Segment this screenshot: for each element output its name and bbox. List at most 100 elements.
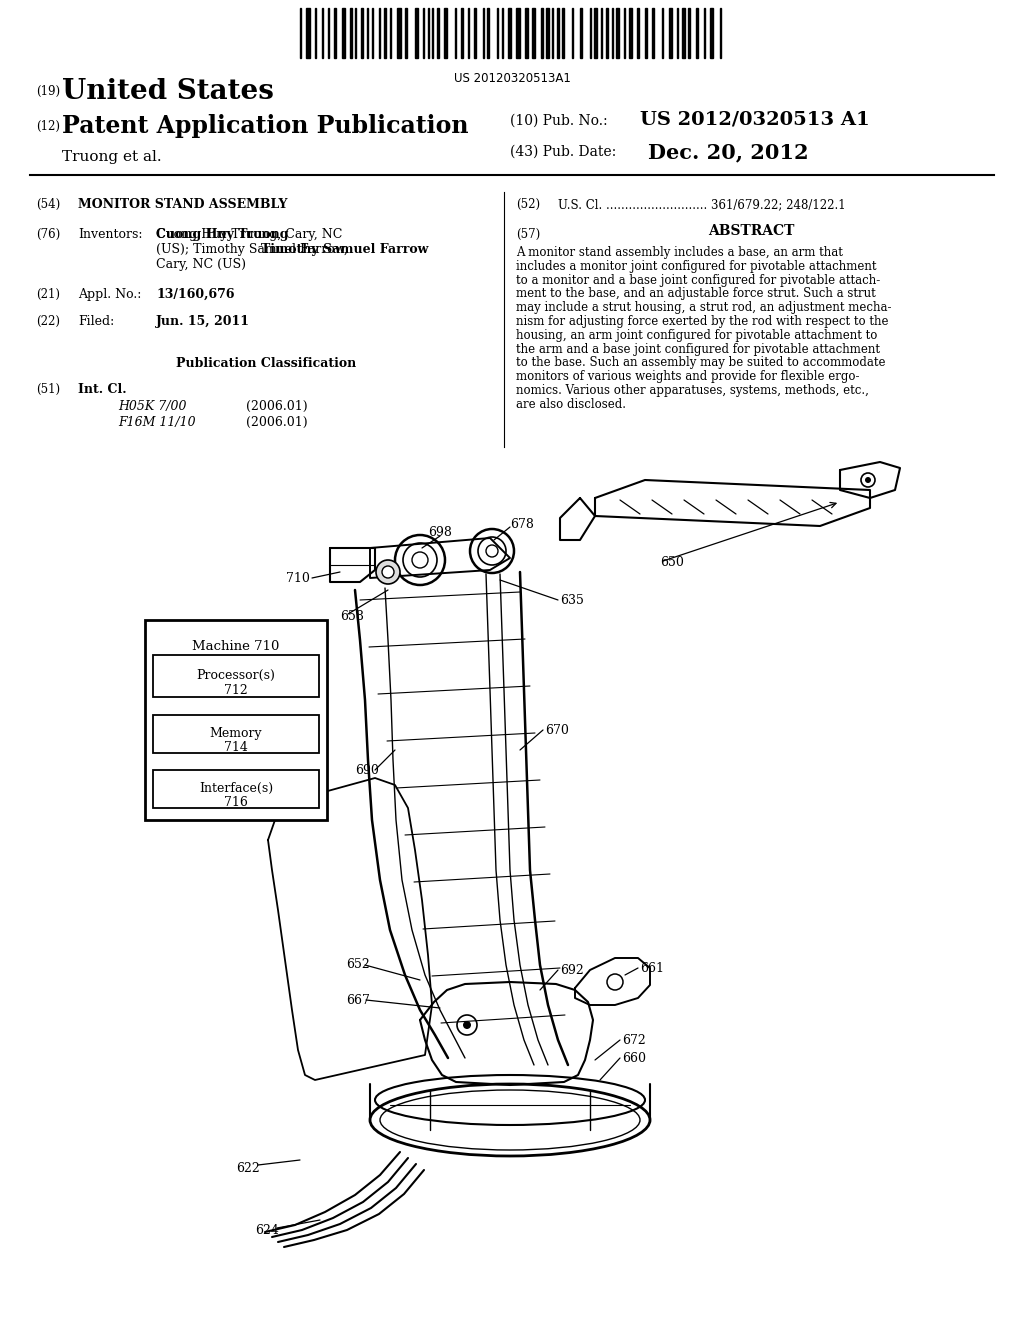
Text: 710: 710 [286, 572, 310, 585]
Circle shape [376, 560, 400, 583]
Text: 698: 698 [428, 527, 452, 540]
Bar [546, 8, 549, 58]
Text: nomics. Various other apparatuses, systems, methods, etc.,: nomics. Various other apparatuses, syste… [516, 384, 869, 397]
Text: 712: 712 [224, 684, 248, 697]
Bar [461, 8, 463, 58]
Bar [306, 8, 310, 58]
Text: US 2012/0320513 A1: US 2012/0320513 A1 [640, 110, 869, 128]
Text: Machine 710: Machine 710 [193, 640, 280, 653]
Circle shape [382, 566, 394, 578]
Text: (76): (76) [36, 228, 60, 242]
Bar [350, 8, 352, 58]
Text: (2006.01): (2006.01) [246, 400, 307, 413]
Bar [406, 8, 407, 58]
Text: Filed:: Filed: [78, 315, 115, 327]
Bar [616, 8, 618, 58]
Text: (10) Pub. No.:: (10) Pub. No.: [510, 114, 607, 128]
Bar [682, 8, 685, 58]
Text: 716: 716 [224, 796, 248, 809]
Bar [525, 8, 528, 58]
Bar [652, 8, 654, 58]
Bar [361, 8, 362, 58]
Text: (57): (57) [516, 228, 541, 242]
Text: may include a strut housing, a strut rod, an adjustment mecha-: may include a strut housing, a strut rod… [516, 301, 892, 314]
Text: 13/160,676: 13/160,676 [156, 288, 234, 301]
Bar [397, 8, 401, 58]
Text: (43) Pub. Date:: (43) Pub. Date: [510, 145, 616, 158]
FancyBboxPatch shape [153, 770, 319, 808]
Bar [487, 8, 489, 58]
Text: Processor(s): Processor(s) [197, 669, 275, 682]
Bar [384, 8, 386, 58]
Text: Timothy Samuel Farrow: Timothy Samuel Farrow [261, 243, 428, 256]
Text: to a monitor and a base joint configured for pivotable attach-: to a monitor and a base joint configured… [516, 273, 881, 286]
Bar [645, 8, 647, 58]
Bar [508, 8, 511, 58]
Text: 622: 622 [236, 1162, 260, 1175]
Text: are also disclosed.: are also disclosed. [516, 397, 626, 411]
Text: 692: 692 [560, 964, 584, 977]
Text: Truong et al.: Truong et al. [62, 150, 162, 164]
Text: Cuong Huy Truong: Cuong Huy Truong [156, 228, 289, 242]
Text: 635: 635 [560, 594, 584, 606]
Text: housing, an arm joint configured for pivotable attachment to: housing, an arm joint configured for piv… [516, 329, 878, 342]
Text: Appl. No.:: Appl. No.: [78, 288, 141, 301]
Text: United States: United States [62, 78, 273, 106]
Text: the arm and a base joint configured for pivotable attachment: the arm and a base joint configured for … [516, 343, 880, 355]
Text: 678: 678 [510, 517, 534, 531]
Text: to the base. Such an assembly may be suited to accommodate: to the base. Such an assembly may be sui… [516, 356, 886, 370]
Bar [415, 8, 418, 58]
Bar [580, 8, 582, 58]
Text: 652: 652 [346, 958, 370, 972]
Text: (51): (51) [36, 383, 60, 396]
Bar [696, 8, 698, 58]
Text: 670: 670 [545, 723, 569, 737]
Text: (52): (52) [516, 198, 540, 211]
Bar [637, 8, 639, 58]
Text: (22): (22) [36, 315, 60, 327]
Bar [629, 8, 632, 58]
Text: (54): (54) [36, 198, 60, 211]
Text: ment to the base, and an adjustable force strut. Such a strut: ment to the base, and an adjustable forc… [516, 288, 876, 301]
Text: Inventors:: Inventors: [78, 228, 142, 242]
Text: Cary, NC (US): Cary, NC (US) [156, 257, 246, 271]
Text: Dec. 20, 2012: Dec. 20, 2012 [648, 143, 809, 162]
Text: 672: 672 [622, 1034, 646, 1047]
Bar [669, 8, 672, 58]
FancyBboxPatch shape [145, 620, 327, 820]
Bar [437, 8, 439, 58]
Bar [594, 8, 597, 58]
Text: F16M 11/10: F16M 11/10 [118, 416, 196, 429]
Text: (US); Timothy Samuel Farrow,: (US); Timothy Samuel Farrow, [156, 243, 348, 256]
Text: Publication Classification: Publication Classification [176, 356, 356, 370]
Text: Cuong Huy Truong, Cary, NC: Cuong Huy Truong, Cary, NC [156, 228, 342, 242]
Text: US 20120320513A1: US 20120320513A1 [454, 73, 570, 84]
Text: ABSTRACT: ABSTRACT [708, 224, 795, 238]
Bar [557, 8, 559, 58]
Text: (2006.01): (2006.01) [246, 416, 307, 429]
Text: Interface(s): Interface(s) [199, 781, 273, 795]
Bar [562, 8, 564, 58]
Bar [532, 8, 535, 58]
Text: nism for adjusting force exerted by the rod with respect to the: nism for adjusting force exerted by the … [516, 315, 889, 327]
Bar [541, 8, 543, 58]
Text: monitors of various weights and provide for flexible ergo-: monitors of various weights and provide … [516, 370, 859, 383]
Text: 624: 624 [255, 1224, 279, 1237]
Circle shape [865, 477, 871, 483]
Text: includes a monitor joint configured for pivotable attachment: includes a monitor joint configured for … [516, 260, 877, 273]
Text: 650: 650 [660, 556, 684, 569]
Text: (19): (19) [36, 84, 60, 98]
Text: Patent Application Publication: Patent Application Publication [62, 114, 469, 139]
FancyBboxPatch shape [153, 655, 319, 697]
Bar [444, 8, 447, 58]
Text: (12): (12) [36, 120, 60, 133]
Text: U.S. Cl. ........................... 361/679.22; 248/122.1: U.S. Cl. ........................... 361… [558, 198, 846, 211]
Text: H05K 7/00: H05K 7/00 [118, 400, 186, 413]
Bar [516, 8, 520, 58]
Text: Memory: Memory [210, 727, 262, 741]
Bar [334, 8, 336, 58]
FancyBboxPatch shape [153, 715, 319, 752]
Bar [710, 8, 713, 58]
Text: 714: 714 [224, 741, 248, 754]
Text: Int. Cl.: Int. Cl. [78, 383, 127, 396]
